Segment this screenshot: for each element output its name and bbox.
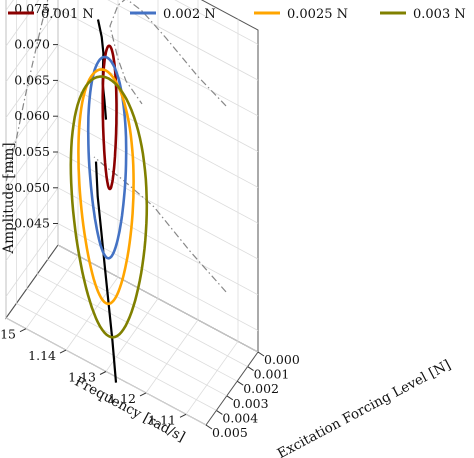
x-tick-label: 0.002 [243,381,279,396]
grid-z-line [5,115,59,190]
legend-label: 0.002 N [163,7,216,22]
z-tick-label: 0.050 [14,180,50,195]
grid-x-line [26,288,227,397]
grid-z-line [5,80,59,154]
legend-label: 0.003 N [413,7,466,22]
projection-curve [93,156,227,293]
y-tick-label: 1.11 [148,412,176,427]
series-curves [69,44,149,339]
grid-z-line [5,151,59,226]
z-axis-title: Amplitude [mm] [1,142,17,254]
legend-label: 0.0025 N [287,7,348,22]
x-tickmark [205,424,213,430]
z-tick-label: 0.055 [14,144,50,159]
series-loop [86,55,128,260]
grid-x-line [47,259,248,367]
grid-y-line [185,341,239,415]
series-loop [69,75,149,339]
x-tickmark [216,409,223,415]
x-tick-label: 0.001 [254,367,290,382]
x-tick-label: 0.004 [222,410,258,425]
y-tickmark [99,371,107,375]
x-tick-label: 0.000 [264,352,300,367]
y-tick-label: 1.14 [28,348,56,363]
backbone-curve [94,161,118,383]
z-tick-label: 0.065 [14,72,50,87]
projection-curves [5,0,227,293]
y-tickmark [179,413,187,418]
grid-y-line [145,319,199,394]
x-tick-label: 0.005 [212,425,248,440]
z-tick-label: 0.045 [14,216,50,231]
grid-z-line [174,0,259,45]
grid-z-line [5,0,40,47]
legend-label: 0.001 N [41,7,94,22]
grid-x-line [57,244,259,353]
z-tick-label: 0.060 [14,108,50,123]
grid-z-line [5,8,59,83]
x-tickmark [226,395,234,401]
y-tickmark [59,349,67,354]
z-tick-label: 0.070 [14,37,50,52]
grid-x-line [37,273,238,382]
grid-z-line [5,187,59,262]
y-tick-label: 1.15 [0,327,16,342]
projection-curve [5,0,49,183]
series-loop [77,68,135,306]
x-tickmark [247,366,254,372]
x-tick-label: 0.003 [233,396,269,411]
x-axis-title: Excitation Forcing Level [N] [275,357,454,458]
grid-z-line [5,44,59,118]
y-tick-label: 1.13 [68,370,96,385]
y-tickmark [19,328,27,333]
grid-lines [5,0,259,426]
legend: 0.001 N 0.002 N 0.0025 N 0.003 N [8,7,466,22]
y-tick-label: 1.12 [108,391,136,406]
axis-ticks: 0.0450.0500.0550.0600.0650.0700.0750.080… [0,1,300,440]
x-tickmark [257,351,265,357]
grid-x-line [16,303,217,411]
grid-y-line [25,255,79,329]
y-tickmark [139,392,147,397]
grid-y-line [65,276,119,351]
grid-z-line [5,223,59,297]
x-tickmark [236,380,244,386]
